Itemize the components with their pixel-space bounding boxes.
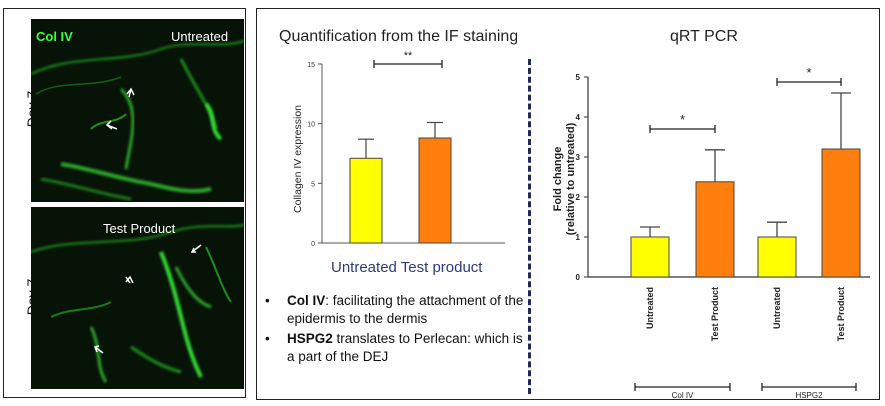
untreated-label: Untreated — [171, 29, 229, 44]
chart2-x-tick-label: Untreated — [645, 287, 655, 329]
chart1-significance: ** — [373, 50, 443, 68]
chart2-sig-label: * — [806, 65, 811, 80]
chart2-group-label: HSPG2 — [795, 391, 823, 400]
chart2-x-labels: Untreated Test Product Untreated Test Produ… — [645, 287, 846, 341]
chart2-bars — [630, 92, 861, 278]
chart2-y-tick-label: 5 — [576, 73, 581, 82]
test-product-label: Test Product — [103, 221, 176, 236]
bullet-hspg2-text: translates to Perlecan: which is a part … — [287, 331, 523, 364]
chart2-bar-1 — [695, 181, 735, 278]
chart2-bar-3 — [821, 148, 861, 278]
chart2-y-tick-label: 1 — [576, 233, 581, 242]
if-image-panel: Day 7 Day 7 Col IV Untreated — [3, 8, 246, 398]
bullet-dot: • — [265, 293, 270, 308]
qrt-pcr-chart: qRT PCR Fold change (relative to untreat… — [552, 28, 870, 400]
chart2-significance: ** — [649, 65, 842, 133]
bullet-dot: • — [265, 331, 270, 346]
chart1-ylabel: Collagen IV expression — [292, 105, 304, 213]
chart1-bars — [349, 121, 452, 244]
bullet-col-iv-term: Col IV — [287, 293, 326, 308]
chart1-xlabel: Untreated Test product — [331, 259, 483, 276]
micrograph-test-drawing — [31, 224, 244, 383]
chart2-x-tick-label: Test Product — [710, 287, 720, 341]
chart1-y-tick-label: 5 — [311, 181, 315, 188]
chart1-y-tick-label: 10 — [307, 122, 315, 129]
bullet-hspg2: • HSPG2 translates to Perlecan: which is… — [265, 330, 525, 366]
col-iv-tag: Col IV — [36, 29, 73, 44]
chart2-y-tick-label: 0 — [576, 273, 581, 282]
chart2-x-tick-label: Untreated — [772, 287, 782, 329]
chart2-sig-label: * — [680, 112, 685, 127]
chart2-ylabel-line2: (relative to untreated) — [565, 122, 577, 235]
micrograph-test-product: Test Product — [31, 207, 244, 389]
chart1-title: Quantification from the IF staining — [279, 28, 517, 45]
bullet-col-iv: • Col IV: facilitating the attachment of… — [265, 292, 525, 328]
chart1-bar-1 — [418, 137, 452, 244]
chart1-y-tick-label: 15 — [307, 62, 315, 69]
chart2-bar-2 — [757, 236, 797, 278]
chart2-ylabel-line1: Fold change — [552, 147, 564, 212]
chart1-y-tick-label: 0 — [311, 241, 315, 248]
dashed-divider — [528, 59, 531, 394]
chart2-bar-0 — [630, 236, 670, 278]
chart1-y-axis: 0 5 10 15 — [307, 62, 505, 248]
chart2-group-brackets: Col IV HSPG2 — [634, 383, 857, 400]
chart2-title: qRT PCR — [670, 28, 738, 45]
chart2-y-tick-label: 3 — [576, 153, 581, 162]
chart2-group-label: Col IV — [672, 391, 694, 400]
micrograph-untreated: Col IV Untreated — [31, 19, 244, 202]
chart2-x-tick-label: Test Product — [836, 287, 846, 341]
if-quantification-chart: Quantification from the IF staining Coll… — [279, 28, 517, 276]
bullet-hspg2-term: HSPG2 — [287, 331, 333, 346]
charts-panel: Quantification from the IF staining Coll… — [256, 8, 880, 400]
chart2-y-tick-label: 4 — [576, 113, 581, 122]
chart2-y-tick-label: 2 — [576, 193, 581, 202]
chart1-bar-0 — [349, 157, 383, 244]
micrograph-untreated-drawing — [31, 40, 244, 201]
bullet-col-iv-text: : facilitating the attachment of the epi… — [287, 293, 524, 326]
bullet-list: • Col IV: facilitating the attachment of… — [265, 292, 525, 368]
chart1-sig-label: ** — [404, 50, 413, 62]
